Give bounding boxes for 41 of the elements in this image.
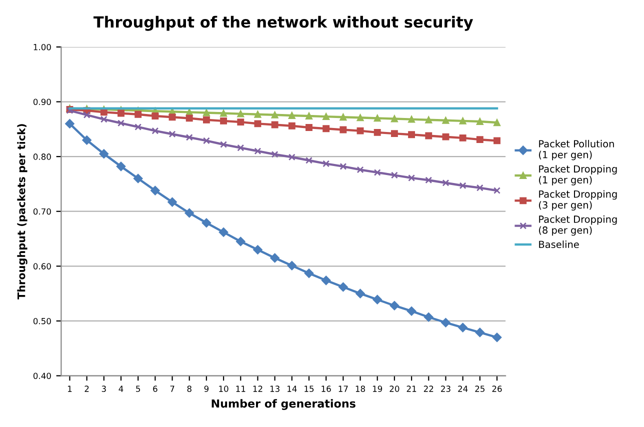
x-tick-label: 6 bbox=[153, 386, 158, 392]
x-tick-label: 2 bbox=[84, 386, 89, 392]
x-tick-label: 12 bbox=[253, 386, 262, 392]
y-tick-label: 0.70 bbox=[33, 208, 51, 215]
x-axis-title: Number of generations bbox=[212, 399, 356, 410]
legend-label: Packet Dropping (8 per gen) bbox=[539, 215, 617, 236]
x-tick-label: 17 bbox=[338, 386, 348, 392]
legend-label: Packet Dropping (3 per gen) bbox=[539, 190, 617, 211]
legend-label: Packet Dropping (1 per gen) bbox=[539, 165, 617, 186]
x-tick-label: 1 bbox=[68, 386, 72, 392]
x-tick-label: 22 bbox=[424, 386, 434, 392]
x-tick-label: 14 bbox=[288, 386, 297, 392]
x-tick-label: 5 bbox=[136, 386, 140, 392]
x-tick-label: 11 bbox=[236, 386, 246, 392]
x-tick-label: 25 bbox=[475, 386, 484, 392]
legend-label: Baseline bbox=[539, 240, 579, 248]
legend-label: Packet Pollution (1 per gen) bbox=[539, 140, 614, 160]
x-tick-label: 10 bbox=[219, 386, 228, 392]
x-tick-label: 24 bbox=[458, 386, 468, 392]
x-tick-label: 23 bbox=[441, 386, 450, 392]
x-tick-label: 18 bbox=[356, 386, 365, 392]
x-tick-label: 21 bbox=[406, 386, 416, 392]
chart-title: Throughput of the network without security bbox=[93, 16, 474, 31]
y-tick-label: 0.90 bbox=[33, 98, 51, 106]
y-tick-label: 0.60 bbox=[33, 263, 51, 270]
y-tick-label: 0.40 bbox=[33, 372, 51, 380]
x-tick-label: 19 bbox=[372, 386, 382, 392]
x-tick-label: 8 bbox=[187, 386, 192, 392]
x-tick-label: 26 bbox=[492, 386, 502, 392]
x-tick-label: 15 bbox=[304, 386, 314, 392]
x-tick-label: 3 bbox=[102, 386, 106, 392]
x-tick-label: 16 bbox=[322, 386, 331, 392]
x-tick-label: 20 bbox=[390, 386, 400, 392]
y-tick-label: 1.00 bbox=[34, 44, 51, 50]
x-tick-label: 9 bbox=[204, 386, 209, 392]
y-tick-label: 0.80 bbox=[33, 154, 51, 160]
x-tick-label: 13 bbox=[270, 386, 280, 392]
y-tick-label: 0.50 bbox=[33, 318, 51, 324]
x-tick-label: 7 bbox=[170, 386, 174, 392]
x-tick-label: 4 bbox=[118, 386, 124, 392]
y-axis-title: Throughput (packets per tick) bbox=[17, 124, 28, 300]
